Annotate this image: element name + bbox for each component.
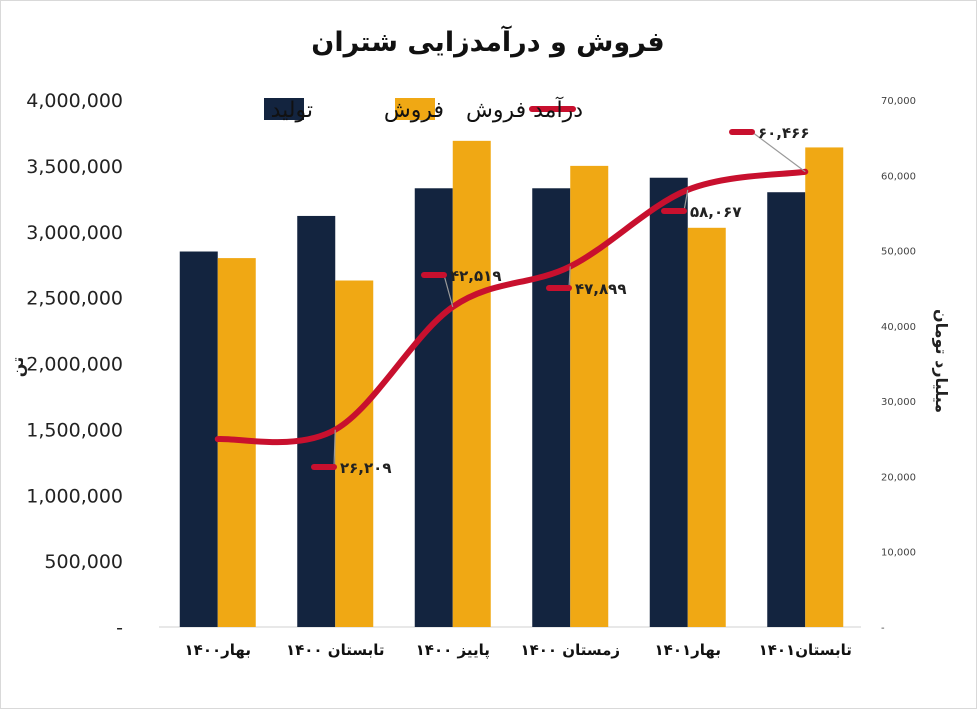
x-axis-labels: بهار۱۴۰۰ تابستان ۱۴۰۰ پاییز ۱۴۰۰ زمستان ۱۴۰…	[185, 641, 852, 660]
data-label-leader	[683, 189, 689, 212]
data-label-leader	[568, 266, 571, 289]
right-axis-ticks: - 10,000 20,000 30,000 40,000 50,000 60,000 70,…	[881, 96, 916, 634]
right-tick-label: 50,000	[881, 247, 916, 258]
x-tick-label: تابستان ۱۴۰۰	[286, 641, 385, 659]
x-tick-label: تابستان۱۴۰۱	[759, 641, 852, 659]
bars-layer	[179, 140, 844, 628]
left-tick-label: 1,500,000	[26, 419, 123, 441]
bar-production	[179, 251, 218, 627]
bar-sales	[570, 165, 609, 627]
x-tick-label: بهار۱۴۰۱	[655, 641, 721, 659]
x-tick-label: پاییز ۱۴۰۰	[416, 641, 490, 660]
revenue-data-label: ۴۷,۸۹۹	[575, 280, 626, 298]
legend-swatch-sales	[395, 98, 435, 120]
legend-label-production: تولید	[271, 98, 313, 123]
right-tick-label: 70,000	[881, 96, 916, 107]
bar-production	[297, 215, 336, 627]
left-axis-label: تن	[8, 357, 27, 377]
bar-production	[414, 188, 453, 627]
left-tick-label: 3,000,000	[26, 222, 123, 244]
bar-sales	[335, 280, 374, 627]
x-tick-label: زمستان ۱۴۰۰	[520, 641, 620, 659]
data-label-leader	[333, 429, 336, 468]
left-tick-label: 3,500,000	[26, 156, 123, 178]
data-labels: ۲۶,۲۰۹ ۴۲,۵۱۹ ۴۷,۸۹۹ ۵۸,۰۶۷ ۶۰,۴۶۶	[311, 124, 809, 477]
left-tick-label: 500,000	[44, 551, 123, 573]
right-tick-label: 30,000	[881, 397, 916, 408]
bar-sales	[687, 227, 726, 628]
revenue-data-label: ۲۶,۲۰۹	[340, 459, 391, 477]
data-label-leader	[751, 131, 806, 173]
right-tick-label: 60,000	[881, 171, 916, 182]
legend: تولید فروش درآمد فروش	[264, 96, 583, 123]
left-tick-label: 2,000,000	[26, 354, 123, 376]
right-axis-label: میلیارد تومان	[932, 309, 951, 413]
bar-sales	[805, 147, 844, 627]
line-layer	[214, 168, 809, 446]
left-tick-label: -	[116, 617, 123, 639]
bar-sales	[452, 140, 491, 627]
right-tick-label: 20,000	[881, 472, 916, 483]
revenue-line	[214, 168, 809, 446]
revenue-data-label: ۵۸,۰۶۷	[690, 203, 741, 221]
legend-swatch-production	[264, 98, 304, 120]
bar-production	[532, 188, 571, 627]
revenue-data-label: ۴۲,۵۱۹	[450, 267, 501, 285]
legend-label-sales: فروش	[384, 98, 444, 123]
bar-production	[767, 192, 806, 627]
legend-label-revenue: درآمد فروش	[466, 96, 583, 123]
x-tick-label: بهار۱۴۰۰	[185, 641, 251, 659]
right-tick-label: 10,000	[881, 548, 916, 559]
left-tick-label: 4,000,000	[26, 90, 123, 112]
chart-title: فروش و درآمدزایی شتران	[311, 25, 664, 58]
data-label-leader	[443, 274, 454, 308]
right-tick-label: 40,000	[881, 322, 916, 333]
right-tick-label: -	[881, 623, 885, 634]
bar-production	[649, 177, 688, 628]
left-tick-label: 2,500,000	[26, 288, 123, 310]
left-axis-ticks: - 500,000 1,000,000 1,500,000 2,000,000 2,500…	[26, 90, 123, 639]
revenue-data-label: ۶۰,۴۶۶	[758, 124, 809, 142]
left-tick-label: 1,000,000	[26, 485, 123, 507]
